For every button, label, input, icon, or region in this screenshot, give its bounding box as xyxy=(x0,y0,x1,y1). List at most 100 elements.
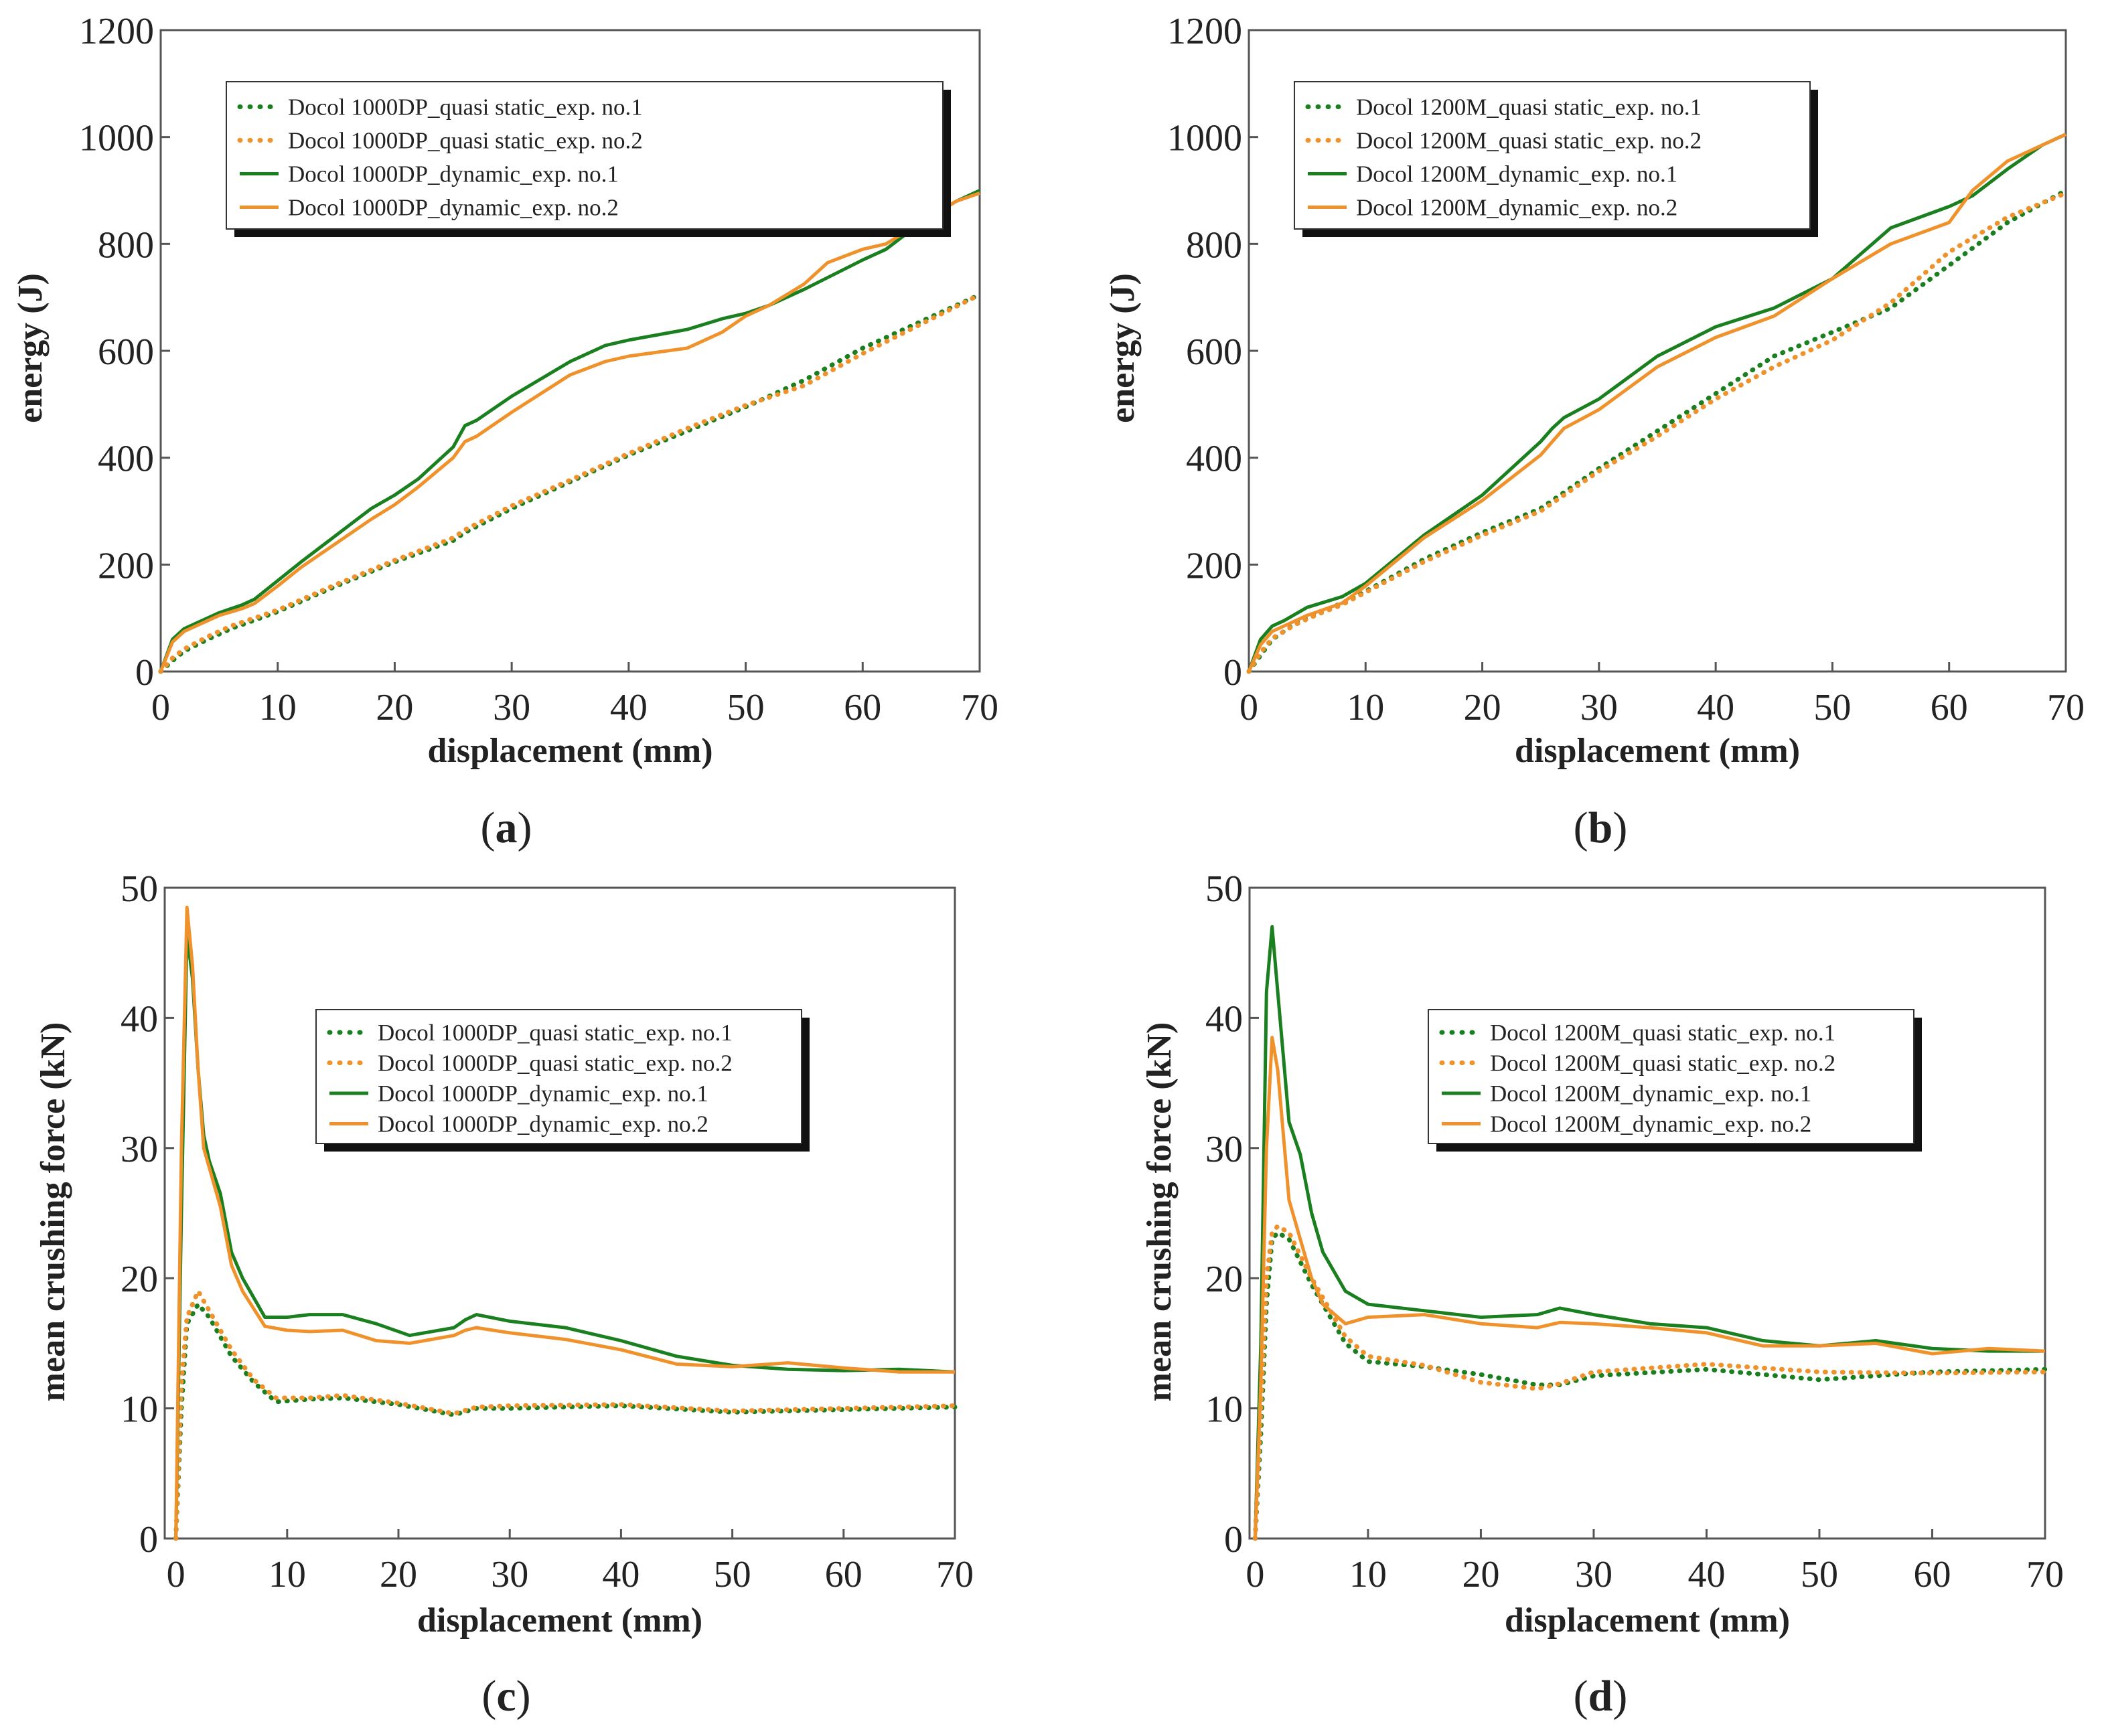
x-tick-label: 30 xyxy=(491,1554,528,1595)
y-tick-label: 50 xyxy=(1205,868,1243,910)
y-tick-label: 0 xyxy=(1224,1519,1243,1561)
legend-entry-1: Docol 1200M_quasi static_exp. no.1 xyxy=(1490,1020,1835,1046)
x-tick-label: 30 xyxy=(1575,1554,1612,1595)
x-tick-label: 60 xyxy=(1931,687,1968,728)
y-tick-label: 1000 xyxy=(1167,118,1242,159)
legend-entry-3: Docol 1200M_dynamic_exp. no.1 xyxy=(1490,1081,1811,1107)
chart-panel-c: 0 10 20 30 40 50 60 70 0 10 20 30 40 50 displacement (… xyxy=(34,868,974,1721)
legend-entry-2: Docol 1000DP_quasi static_exp. no.2 xyxy=(378,1050,733,1077)
x-tick-label: 0 xyxy=(167,1554,185,1595)
legend-entry-3: Docol 1200M_dynamic_exp. no.1 xyxy=(1356,161,1677,187)
x-tick-label: 50 xyxy=(1813,687,1851,728)
legend-entry-4: Docol 1000DP_dynamic_exp. no.2 xyxy=(378,1111,708,1137)
x-axis-label: displacement (mm) xyxy=(417,1601,702,1640)
x-tick-label: 20 xyxy=(1462,1554,1499,1595)
legend-entry-4: Docol 1200M_dynamic_exp. no.2 xyxy=(1490,1111,1811,1137)
legend-entry-3: Docol 1000DP_dynamic_exp. no.1 xyxy=(378,1081,708,1107)
y-tick-label: 20 xyxy=(1205,1259,1243,1300)
y-axis-label: energy (J) xyxy=(11,273,50,423)
y-tick-label: 10 xyxy=(1205,1389,1243,1431)
x-tick-label: 30 xyxy=(1580,687,1618,728)
x-tick-label: 10 xyxy=(1347,687,1384,728)
y-tick-label: 50 xyxy=(121,868,158,910)
series-line-3 xyxy=(159,189,981,672)
panel-caption: (d) xyxy=(1574,1672,1628,1721)
legend-entry-3: Docol 1000DP_dynamic_exp. no.1 xyxy=(288,161,619,187)
panel-caption: (a) xyxy=(481,803,532,852)
legend-entry-2: Docol 1200M_quasi static_exp. no.2 xyxy=(1490,1050,1835,1077)
series-line-4 xyxy=(1247,133,2067,672)
series-line-2 xyxy=(1252,1223,2048,1541)
chart-panel-b: 0 10 20 30 40 50 60 70 0 200 400 600 800 1000 1200 disp… xyxy=(1104,11,2085,852)
y-tick-label: 400 xyxy=(1186,439,1242,480)
x-tick-label: 0 xyxy=(1246,1554,1264,1595)
y-tick-label: 0 xyxy=(1223,652,1242,694)
y-tick-label: 30 xyxy=(121,1129,158,1170)
series-line-3 xyxy=(1247,133,2067,672)
x-tick-label: 70 xyxy=(2047,687,2085,728)
legend-entry-2: Docol 1200M_quasi static_exp. no.2 xyxy=(1356,128,1702,154)
series-line-2 xyxy=(158,292,982,674)
series-line-4 xyxy=(159,191,980,672)
y-tick-label: 30 xyxy=(1205,1129,1243,1170)
legend-entry-1: Docol 1000DP_quasi static_exp. no.1 xyxy=(378,1020,733,1046)
y-tick-label: 0 xyxy=(139,1519,158,1561)
plot-frame xyxy=(163,886,956,1540)
y-axis-label: mean crushing force (kN) xyxy=(1140,1022,1179,1402)
legend-box xyxy=(1428,1009,1914,1144)
series-line-2 xyxy=(1246,191,2069,674)
y-tick-label: 800 xyxy=(1186,224,1242,266)
x-tick-label: 20 xyxy=(376,687,413,728)
y-tick-label: 40 xyxy=(121,998,158,1040)
x-axis-label: displacement (mm) xyxy=(1515,732,1800,770)
chart-panel-a: 0 10 20 30 40 50 60 70 0 200 400 600 800 1000 1200 disp… xyxy=(11,11,998,852)
legend-entry-4: Docol 1200M_dynamic_exp. no.2 xyxy=(1356,195,1677,221)
y-tick-label: 600 xyxy=(1186,331,1242,373)
y-tick-label: 20 xyxy=(121,1259,158,1300)
plot-frame xyxy=(1248,886,2046,1540)
y-tick-label: 400 xyxy=(98,439,154,480)
x-tick-label: 10 xyxy=(1349,1554,1387,1595)
series-line-1 xyxy=(158,292,982,674)
y-tick-label: 0 xyxy=(135,652,154,694)
legend-box xyxy=(315,1009,802,1144)
legend-entry-1: Docol 1000DP_quasi static_exp. no.1 xyxy=(288,94,643,121)
series-line-2 xyxy=(173,1289,958,1541)
y-tick-label: 40 xyxy=(1205,998,1243,1040)
x-tick-label: 10 xyxy=(259,687,297,728)
x-tick-label: 0 xyxy=(151,687,170,728)
legend-entry-4: Docol 1000DP_dynamic_exp. no.2 xyxy=(288,195,619,221)
x-tick-label: 20 xyxy=(380,1554,417,1595)
panel-caption: (c) xyxy=(481,1672,530,1721)
x-tick-label: 70 xyxy=(2026,1554,2064,1595)
y-tick-label: 200 xyxy=(98,545,154,586)
y-axis-label: mean crushing force (kN) xyxy=(34,1022,72,1402)
y-tick-label: 800 xyxy=(98,224,154,266)
panel-caption: (b) xyxy=(1574,803,1628,852)
legend-entry-2: Docol 1000DP_quasi static_exp. no.2 xyxy=(288,128,643,154)
y-tick-label: 200 xyxy=(1186,545,1242,586)
series-line-4 xyxy=(1253,1036,2046,1539)
x-axis-label: displacement (mm) xyxy=(1505,1601,1790,1640)
x-axis-label: displacement (mm) xyxy=(427,732,712,770)
series-line-1 xyxy=(1246,188,2069,674)
x-tick-label: 10 xyxy=(269,1554,306,1595)
chart-panel-d: 0 10 20 30 40 50 60 70 0 10 20 30 40 50 displacement (… xyxy=(1140,868,2064,1721)
y-tick-label: 1000 xyxy=(79,118,154,159)
x-tick-label: 60 xyxy=(825,1554,862,1595)
x-tick-label: 70 xyxy=(936,1554,974,1595)
legend-box xyxy=(226,81,944,230)
x-tick-label: 60 xyxy=(844,687,881,728)
x-tick-label: 60 xyxy=(1913,1554,1951,1595)
x-tick-label: 40 xyxy=(1697,687,1734,728)
x-tick-label: 40 xyxy=(1687,1554,1725,1595)
legend-box xyxy=(1294,81,1811,230)
x-tick-label: 50 xyxy=(1801,1554,1838,1595)
legend-entry-1: Docol 1200M_quasi static_exp. no.1 xyxy=(1356,94,1702,121)
x-tick-label: 0 xyxy=(1239,687,1258,728)
x-tick-label: 40 xyxy=(610,687,648,728)
y-tick-label: 600 xyxy=(98,331,154,373)
x-tick-label: 40 xyxy=(602,1554,640,1595)
y-tick-label: 10 xyxy=(121,1389,158,1431)
